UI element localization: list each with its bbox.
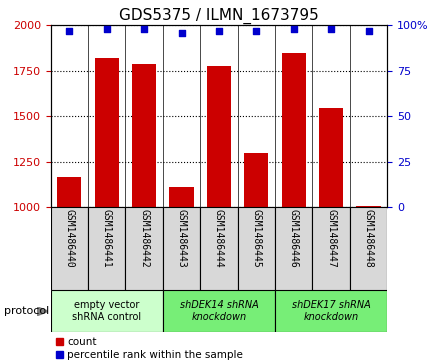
Bar bbox=[163, 290, 275, 332]
Title: GDS5375 / ILMN_1673795: GDS5375 / ILMN_1673795 bbox=[119, 8, 319, 24]
Point bbox=[103, 26, 110, 32]
Bar bbox=[275, 207, 312, 290]
Bar bbox=[350, 207, 387, 290]
Bar bbox=[319, 108, 343, 207]
Text: GSM1486446: GSM1486446 bbox=[289, 209, 299, 268]
Bar bbox=[51, 207, 88, 290]
Bar bbox=[282, 53, 306, 207]
Bar bbox=[132, 65, 156, 207]
Point bbox=[253, 28, 260, 34]
Bar bbox=[88, 207, 125, 290]
Text: GSM1486442: GSM1486442 bbox=[139, 209, 149, 268]
Point bbox=[66, 28, 73, 34]
Bar bbox=[95, 58, 119, 207]
Point bbox=[178, 30, 185, 36]
Text: GSM1486443: GSM1486443 bbox=[176, 209, 187, 268]
Bar bbox=[275, 290, 387, 332]
Bar bbox=[200, 207, 238, 290]
Text: GSM1486448: GSM1486448 bbox=[363, 209, 374, 268]
Text: GSM1486445: GSM1486445 bbox=[251, 209, 261, 268]
Bar bbox=[125, 207, 163, 290]
Bar bbox=[51, 290, 163, 332]
Bar bbox=[312, 207, 350, 290]
Legend: count, percentile rank within the sample: count, percentile rank within the sample bbox=[56, 337, 243, 360]
Text: empty vector
shRNA control: empty vector shRNA control bbox=[72, 301, 141, 322]
Bar bbox=[207, 66, 231, 207]
Text: shDEK14 shRNA
knockdown: shDEK14 shRNA knockdown bbox=[180, 301, 258, 322]
Text: GSM1486447: GSM1486447 bbox=[326, 209, 336, 268]
Bar bbox=[169, 187, 194, 207]
Point bbox=[327, 26, 335, 32]
Text: GSM1486444: GSM1486444 bbox=[214, 209, 224, 268]
Text: GSM1486441: GSM1486441 bbox=[102, 209, 112, 268]
Bar bbox=[238, 207, 275, 290]
Bar bbox=[356, 206, 381, 207]
Point bbox=[141, 26, 148, 32]
Bar bbox=[244, 153, 268, 207]
Text: GSM1486440: GSM1486440 bbox=[64, 209, 74, 268]
Point bbox=[290, 26, 297, 32]
Text: shDEK17 shRNA
knockdown: shDEK17 shRNA knockdown bbox=[292, 301, 370, 322]
Bar bbox=[57, 177, 81, 207]
Bar bbox=[163, 207, 200, 290]
Point bbox=[216, 28, 223, 34]
Polygon shape bbox=[37, 307, 48, 315]
Point bbox=[365, 28, 372, 34]
Text: protocol: protocol bbox=[4, 306, 50, 316]
